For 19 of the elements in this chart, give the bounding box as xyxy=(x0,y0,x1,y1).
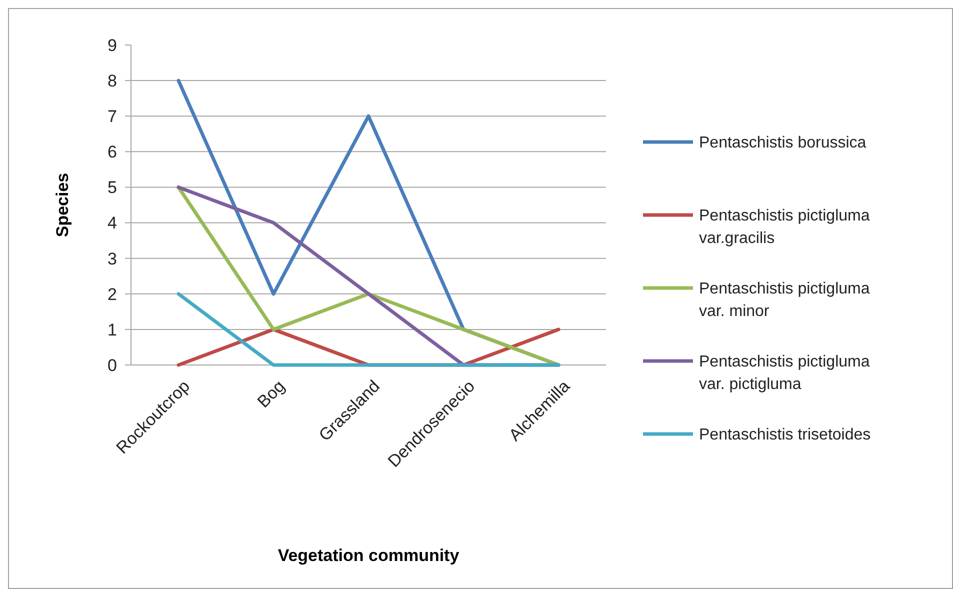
x-axis-title: Vegetation community xyxy=(278,546,460,565)
legend-label: Pentaschistis pictigluma var. pictigluma xyxy=(699,354,870,393)
y-tick-label: 6 xyxy=(108,142,117,162)
y-axis-title: Species xyxy=(53,172,72,238)
legend-label: Pentaschistis pictigluma var. minor xyxy=(699,280,870,320)
y-tick-label: 2 xyxy=(108,284,117,304)
y-tick-label: 3 xyxy=(108,249,117,268)
x-tick-label: Bog xyxy=(254,376,289,412)
y-tick-label: 7 xyxy=(108,107,117,126)
legend-label: Pentaschistis pictigluma var.gracilis xyxy=(699,208,870,247)
y-tick-label: 1 xyxy=(108,320,117,340)
legend-label: Pentaschistis borussica xyxy=(699,134,866,152)
legend-label: Pentaschistis trisetoides xyxy=(699,426,871,444)
y-tick-label: 9 xyxy=(108,36,117,55)
y-tick-label: 5 xyxy=(108,178,117,198)
y-tick-label: 8 xyxy=(108,72,117,91)
line-series xyxy=(176,185,560,367)
y-tick-label: 4 xyxy=(108,214,117,233)
y-tick-label: 0 xyxy=(108,356,117,375)
